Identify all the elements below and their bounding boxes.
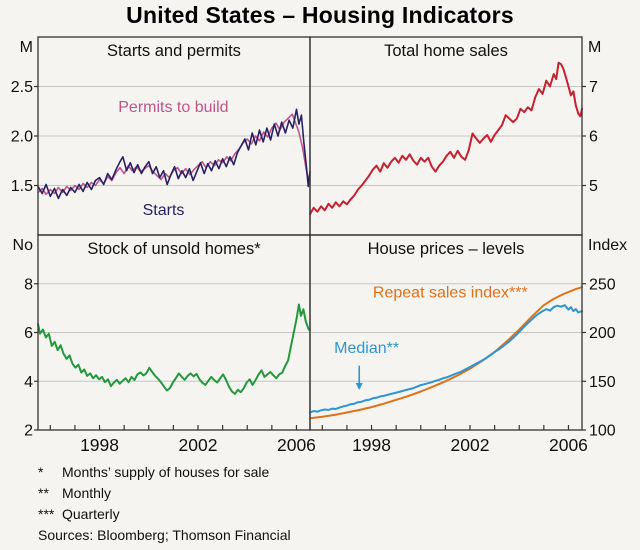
y-tick-label: 2.0 [11,129,33,146]
y-tick-label: 200 [589,325,616,342]
footnote-row: ** Monthly [38,483,291,504]
y-tick-label: 5 [589,178,598,195]
series-line-total-home-sales [309,61,583,216]
series-label-permits-to-build: Permits to build [118,99,228,116]
footnote-marker: * [38,464,44,480]
series-label-starts: Starts [143,202,185,219]
panel-title: House prices – levels [368,240,525,258]
axis-unit-label: No [13,237,34,254]
y-tick-label: 2.5 [11,79,33,96]
x-tick-label: 1998 [80,435,119,455]
y-tick-label: 7 [589,79,598,96]
annotation-arrowhead [355,383,363,391]
sources-text: Sources: Bloomberg; Thomson Financial [38,527,291,543]
footnote-row: * Months’ supply of houses for sale [38,462,291,483]
series-line-median [309,304,583,414]
series-label-median: Median** [334,340,399,357]
y-tick-label: 6 [589,129,598,146]
series-line-starts [37,108,311,200]
y-tick-label: 4 [24,374,33,391]
footnote-marker: ** [38,485,49,501]
panel-title: Stock of unsold homes* [87,240,261,258]
panel-title: Total home sales [384,42,508,60]
y-tick-label: 150 [589,374,616,391]
footnote-text: Months’ supply of houses for sale [62,464,270,480]
footnote-text: Monthly [62,485,112,501]
y-tick-label: 8 [24,276,33,293]
y-tick-label: 250 [589,276,616,293]
footnotes: * Months’ supply of houses for sale ** M… [38,462,291,546]
footnote-row: *** Quarterly [38,504,291,525]
y-tick-label: 2 [24,423,33,440]
axis-unit-label: M [20,39,33,56]
x-tick-label: 2006 [277,435,316,455]
footnote-marker: *** [38,506,55,522]
chart-title: United States – Housing Indicators [126,2,514,28]
sources-line: Sources: Bloomberg; Thomson Financial [38,525,291,546]
series-line-stock-of-unsold-homes [37,303,310,395]
axis-unit-label: M [588,39,601,56]
x-tick-label: 2002 [179,435,218,455]
axis-unit-label: Index [588,237,627,254]
series-line-repeat-sales-index [309,286,583,420]
footnote-text: Quarterly [62,506,120,522]
series-label-repeat-sales-index: Repeat sales index*** [373,284,528,301]
x-tick-label: 2006 [549,435,588,455]
series-line-permits-to-build [37,113,311,196]
x-tick-label: 1998 [352,435,391,455]
y-tick-label: 1.5 [11,178,33,195]
panel-title: Starts and permits [107,42,241,60]
x-tick-label: 2002 [451,435,490,455]
y-tick-label: 6 [24,325,33,342]
y-tick-label: 100 [589,423,616,440]
